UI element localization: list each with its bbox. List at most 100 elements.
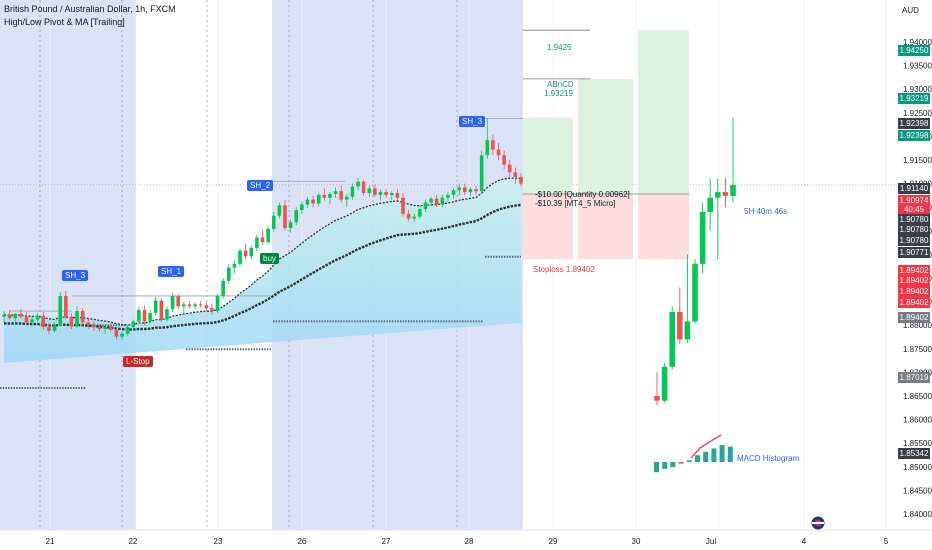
candle <box>496 149 501 156</box>
candle <box>378 192 383 195</box>
candle <box>7 314 12 319</box>
price-tick: 1.84500 <box>903 486 932 495</box>
candle <box>722 192 729 196</box>
profit-zone-3 <box>638 30 689 194</box>
candle <box>513 172 518 177</box>
candle <box>148 312 152 322</box>
time-tick: 5 <box>884 537 889 546</box>
candle <box>30 319 34 323</box>
candle <box>260 237 265 243</box>
price-tick: 1.94000 <box>903 38 932 47</box>
candle <box>361 181 366 194</box>
price-tag: 1.89402 <box>898 265 930 276</box>
candle <box>457 187 461 191</box>
loss-zone-3 <box>638 193 689 260</box>
candle <box>47 327 51 331</box>
macd-histogram-label: MACD Histogram <box>737 454 800 463</box>
candle <box>440 197 445 205</box>
flag-icon[interactable] <box>811 516 825 530</box>
candle <box>463 187 467 193</box>
price-tag: 1.94250 <box>898 45 930 56</box>
price-tick: 1.88000 <box>903 321 932 330</box>
candle <box>153 300 158 313</box>
candle <box>654 396 660 401</box>
candle <box>300 204 304 211</box>
candle <box>108 327 113 330</box>
candle <box>75 311 79 327</box>
candle <box>215 295 220 312</box>
session-band-0 <box>0 0 136 530</box>
macd-bar <box>719 445 725 462</box>
candle <box>491 140 495 150</box>
candle <box>283 205 287 228</box>
candle <box>221 280 225 296</box>
price-tick: 1.86000 <box>903 416 932 425</box>
price-tag: 1.89402 <box>898 312 930 323</box>
candle <box>412 216 417 219</box>
candle <box>406 213 411 219</box>
candle <box>2 314 6 317</box>
macd-signal <box>690 434 722 459</box>
price-tag: 1.89402 <box>898 297 930 308</box>
candle <box>58 295 62 326</box>
candle <box>389 193 394 195</box>
candle <box>288 222 293 228</box>
loss-zone-2 <box>578 193 633 260</box>
price-tag: 1.90780 <box>898 224 930 235</box>
candle <box>80 311 85 323</box>
macd-bar <box>727 446 733 462</box>
candle <box>328 193 332 198</box>
candle <box>86 322 91 326</box>
price-tick: 1.87500 <box>903 345 932 354</box>
candle <box>699 211 706 264</box>
price-tick: 1.85500 <box>903 439 932 448</box>
time-tick: 29 <box>549 537 558 546</box>
candle <box>730 185 736 196</box>
candle <box>120 333 124 337</box>
candle <box>243 250 248 257</box>
candle <box>485 140 490 156</box>
position-zones <box>523 29 689 260</box>
price-tag: 1.89402 <box>898 275 930 286</box>
price-tag: 1.90771 <box>898 247 930 258</box>
countdown-label: 5H 40m 46s <box>744 207 788 216</box>
price-tag: 1.90974 <box>898 195 930 206</box>
time-tick: 4 <box>802 537 807 546</box>
pivot-tag-sh1: SH_1 <box>158 266 185 277</box>
pivot-tag-sh3-left: SH_3 <box>62 270 89 281</box>
price-tick: 1.85000 <box>903 463 932 472</box>
chart-title: British Pound / Australian Dollar, 1h, F… <box>4 4 176 14</box>
candle <box>170 295 175 310</box>
price-tag: 1.87019 <box>898 372 930 383</box>
price-tick: 1.84000 <box>903 510 932 519</box>
candle <box>125 327 130 334</box>
candle <box>339 191 343 200</box>
candle <box>266 228 270 243</box>
candle <box>271 215 276 229</box>
macd-histogram <box>654 434 733 473</box>
candle <box>434 198 439 205</box>
candle <box>715 192 721 198</box>
candle <box>210 308 214 312</box>
abcd-name-label: ABnCD <box>547 80 574 89</box>
candle <box>13 313 18 319</box>
price-tick: 1.91500 <box>903 156 932 165</box>
candle <box>401 197 405 214</box>
pivot-tag-sh3-right: SH_3 <box>459 116 486 127</box>
candle <box>182 304 186 307</box>
candle <box>249 247 254 257</box>
candle <box>669 311 675 367</box>
time-tick: 26 <box>298 537 307 546</box>
candle <box>294 210 299 223</box>
candle <box>114 329 119 337</box>
candle <box>468 189 473 193</box>
time-tick: 23 <box>214 537 223 546</box>
macd-bar <box>686 460 692 462</box>
price-tick: 1.93500 <box>903 62 932 71</box>
candles <box>2 117 736 406</box>
candle <box>35 315 40 320</box>
candle <box>69 316 74 327</box>
candle <box>384 192 388 195</box>
candle <box>24 316 29 323</box>
